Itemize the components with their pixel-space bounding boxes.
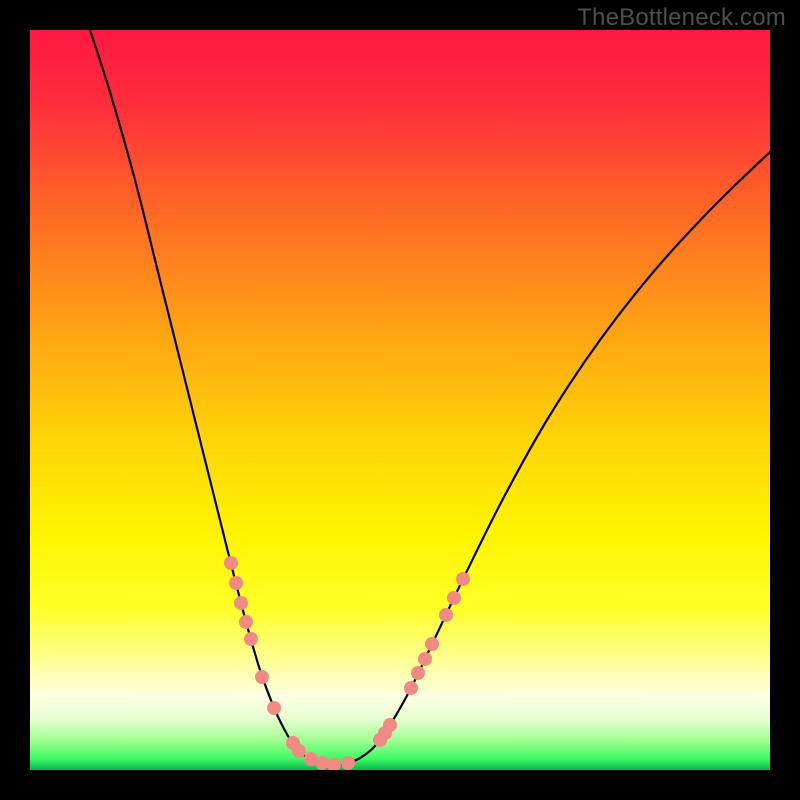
scatter-point <box>234 596 248 610</box>
scatter-point <box>239 615 253 629</box>
scatter-point <box>456 572 470 586</box>
scatter-point <box>255 670 269 684</box>
scatter-point <box>418 652 432 666</box>
scatter-point <box>267 701 281 715</box>
gradient-background <box>30 30 770 770</box>
scatter-point <box>292 744 306 758</box>
scatter-point <box>315 756 329 770</box>
plot-area <box>30 30 770 770</box>
scatter-point <box>447 591 461 605</box>
watermark-text: TheBottleneck.com <box>577 4 786 32</box>
scatter-point <box>383 718 397 732</box>
scatter-point <box>439 608 453 622</box>
scatter-point <box>229 576 243 590</box>
image-frame: TheBottleneck.com <box>0 0 800 800</box>
scatter-point <box>411 666 425 680</box>
scatter-point <box>404 681 418 695</box>
scatter-point <box>224 556 238 570</box>
bottleneck-chart <box>30 30 770 770</box>
scatter-point <box>341 756 355 770</box>
scatter-point <box>425 637 439 651</box>
scatter-point <box>244 632 258 646</box>
